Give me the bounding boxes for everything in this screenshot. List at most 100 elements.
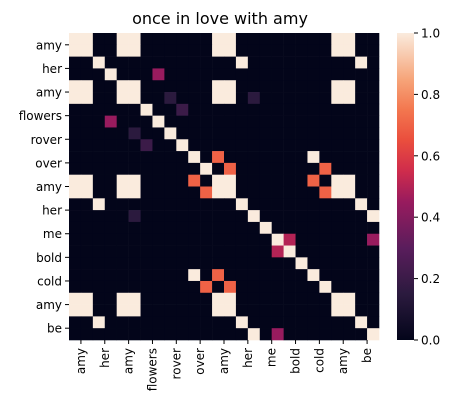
heatmap-cell (200, 304, 213, 317)
heatmap-cell (152, 280, 165, 294)
heatmap-cell (307, 186, 320, 199)
heatmap-cell (212, 328, 225, 341)
heatmap-cell (343, 139, 356, 152)
heatmap-cell (164, 80, 177, 93)
heatmap-cell (128, 151, 141, 164)
heatmap-cell (247, 44, 261, 57)
heatmap-cell (176, 127, 189, 140)
heatmap-cell (319, 292, 332, 305)
heatmap-cell (128, 103, 141, 116)
heatmap-cell (69, 221, 82, 235)
heatmap-cell (307, 198, 320, 211)
heatmap-cell (319, 328, 332, 341)
heatmap-cell (259, 210, 272, 223)
heatmap-cell (212, 139, 225, 152)
heatmap-cell (80, 115, 94, 128)
heatmap-cell (212, 210, 225, 223)
heatmap-cell (331, 210, 344, 223)
heatmap-cell (343, 56, 356, 69)
heatmap-cell (247, 186, 261, 199)
heatmap-cell (307, 151, 320, 164)
colorbar-tick-label: 0.8 (421, 88, 440, 102)
heatmap-cell (247, 151, 261, 164)
heatmap-cell (69, 80, 82, 93)
heatmap-cell (92, 210, 106, 223)
heatmap-cell (140, 68, 153, 81)
heatmap-cell (283, 292, 296, 305)
heatmap-cell (188, 245, 201, 258)
heatmap-cell (295, 210, 308, 223)
heatmap-cell (116, 316, 129, 329)
heatmap-cell (69, 151, 82, 164)
heatmap-cell (355, 257, 368, 270)
heatmap-cell (116, 221, 129, 235)
heatmap-cell (116, 304, 129, 317)
heatmap-cell (343, 198, 356, 211)
heatmap-cell (247, 198, 261, 211)
heatmap-cell (188, 151, 201, 164)
heatmap-cell (307, 139, 320, 152)
heatmap-cell (259, 139, 272, 152)
heatmap-cell (212, 68, 225, 81)
heatmap-cell (271, 33, 284, 46)
heatmap-cell (259, 103, 272, 116)
heatmap-cell (271, 198, 284, 211)
heatmap-cell (128, 56, 141, 69)
heatmap-cell (355, 292, 368, 305)
heatmap-cell (307, 80, 320, 93)
heatmap-cell (140, 245, 153, 258)
x-tick-label: her (98, 348, 112, 368)
heatmap-cell (259, 68, 272, 81)
heatmap-cell (176, 56, 189, 69)
heatmap-cell (176, 80, 189, 93)
heatmap-cell (343, 292, 356, 305)
y-tick-label: bold (36, 251, 62, 265)
heatmap-cell (331, 103, 344, 116)
heatmap-cell (319, 68, 332, 81)
heatmap-cell (247, 316, 261, 329)
heatmap-cell (80, 269, 94, 282)
colorbar-tick-label: 0.2 (421, 272, 440, 286)
heatmap-cell (355, 269, 368, 282)
heatmap-cell (200, 257, 213, 270)
heatmap-cell (176, 304, 189, 317)
heatmap-cell (283, 269, 296, 282)
heatmap-cell (307, 44, 320, 57)
heatmap-cell (283, 68, 296, 81)
heatmap-cell (271, 80, 284, 93)
heatmap-cell (355, 304, 368, 317)
heatmap-cell (331, 233, 344, 246)
heatmap-cell (128, 33, 141, 46)
heatmap-cell (200, 292, 213, 305)
heatmap-cell (224, 68, 237, 81)
heatmap-cell (271, 44, 284, 57)
heatmap-cell (331, 198, 344, 211)
heatmap-cell (343, 304, 356, 317)
heatmap-cell (152, 257, 165, 270)
heatmap-cell (235, 56, 249, 69)
heatmap-cell (295, 56, 308, 69)
heatmap-cell (319, 198, 332, 211)
heatmap-cell (355, 316, 368, 329)
heatmap-cell (235, 221, 249, 235)
heatmap-cell (116, 280, 129, 294)
heatmap-cell (188, 210, 201, 223)
heatmap-cell (307, 304, 320, 317)
heatmap-cell (212, 92, 225, 105)
heatmap-cell (307, 103, 320, 116)
heatmap-cell (295, 92, 308, 105)
heatmap-cell (367, 33, 380, 46)
heatmap-cell (235, 328, 249, 341)
heatmap-cell (128, 210, 141, 223)
heatmap-cell (104, 33, 117, 46)
heatmap-cell (307, 328, 320, 341)
chart-title: once in love with amy (132, 9, 308, 28)
heatmap-cell (164, 221, 177, 235)
heatmap-cell (152, 33, 165, 46)
heatmap-cell (247, 221, 261, 235)
heatmap-cell (307, 210, 320, 223)
heatmap-cell (283, 151, 296, 164)
heatmap-cell (152, 44, 165, 57)
heatmap-cell (140, 44, 153, 57)
heatmap-cell (295, 115, 308, 128)
